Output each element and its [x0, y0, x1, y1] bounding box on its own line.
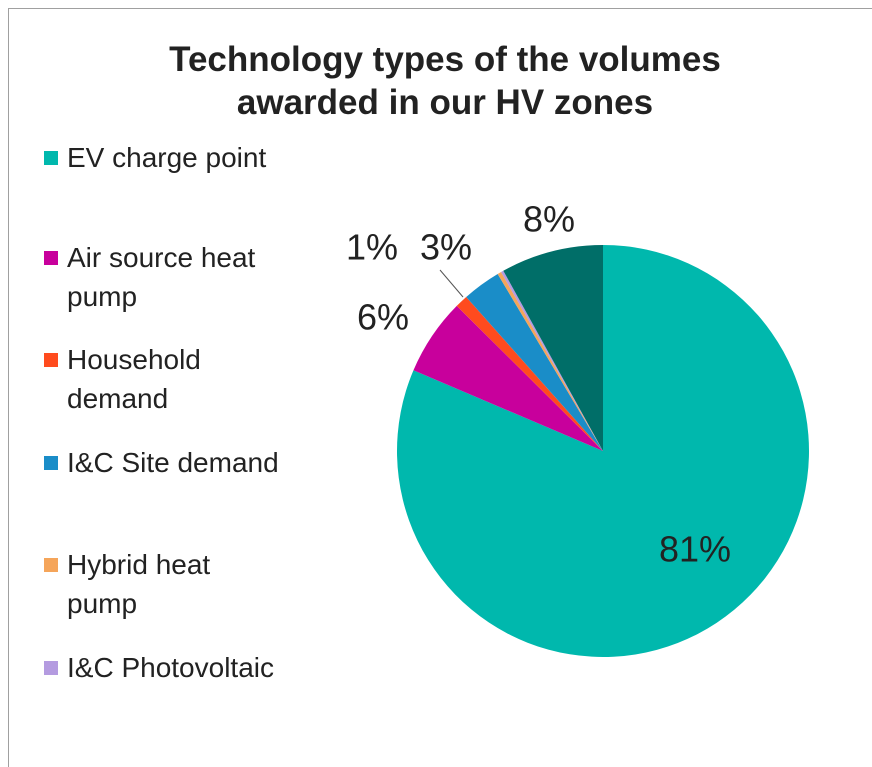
- pie-slice: [456, 296, 603, 451]
- data-label: 81%: [659, 529, 731, 570]
- legend-label: EV charge point: [67, 142, 267, 173]
- legend-entry: Hybrid heat pump: [40, 545, 240, 623]
- legend-swatch: [44, 456, 58, 470]
- pie-slice: [466, 273, 603, 451]
- pie-slice: [501, 270, 603, 451]
- chart-title: Technology types of the volumes awarded …: [169, 40, 721, 122]
- legend-swatch: [44, 661, 58, 675]
- legend-label: Hybrid heat pump: [67, 549, 211, 619]
- legend-entry: Air source heat pump: [40, 238, 280, 316]
- legend-swatch: [44, 251, 58, 265]
- frame: [8, 8, 872, 767]
- pie-slice: [497, 272, 603, 451]
- data-label: 1%: [346, 227, 398, 268]
- data-label: 3%: [420, 227, 472, 268]
- leader-line: [439, 269, 464, 298]
- pie-slice: [396, 245, 809, 658]
- pie-slice: [413, 305, 603, 451]
- legend-label: Household demand: [67, 344, 201, 414]
- pie-slice: [503, 245, 603, 451]
- legend-label: I&C Photovoltaic: [67, 652, 274, 683]
- legend-entry: Household demand: [40, 340, 280, 418]
- data-label: 8%: [523, 199, 575, 240]
- legend-swatch: [44, 151, 58, 165]
- legend-label: Air source heat pump: [67, 242, 256, 312]
- legend-entry: EV charge point: [40, 138, 300, 177]
- legend-entry: I&C Photovoltaic: [40, 648, 300, 687]
- legend-label: I&C Site demand: [67, 447, 279, 478]
- legend-entry: I&C Site demand: [40, 443, 300, 482]
- data-label: 6%: [357, 297, 409, 338]
- legend-swatch: [44, 353, 58, 367]
- legend-swatch: [44, 558, 58, 572]
